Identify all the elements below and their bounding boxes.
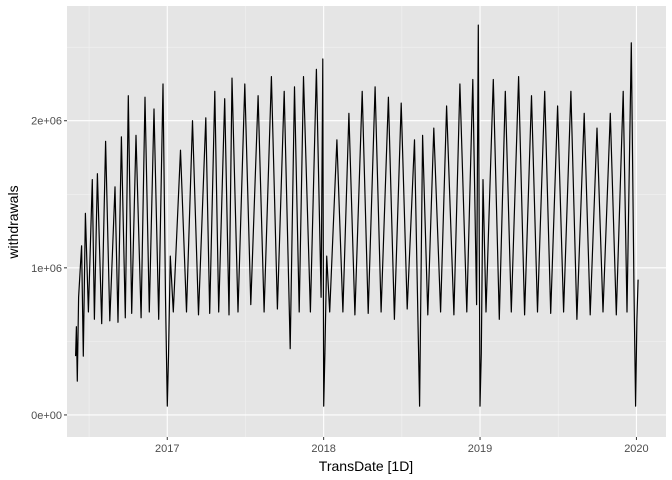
y-tick-label: 0e+00 xyxy=(31,410,62,422)
x-tick-label: 2020 xyxy=(624,443,648,455)
x-tick-label: 2019 xyxy=(468,443,492,455)
y-axis-title: withdrawals xyxy=(5,185,21,259)
x-axis: 2017 2018 2019 2020 xyxy=(155,437,649,455)
series-line xyxy=(75,24,639,407)
x-axis-title: TransDate [1D] xyxy=(319,458,413,474)
y-axis: 0e+00 1e+06 2e+06 xyxy=(31,116,67,422)
x-tick-label: 2018 xyxy=(311,443,335,455)
y-tick-label: 2e+06 xyxy=(31,116,62,128)
y-tick-label: 1e+06 xyxy=(31,263,62,275)
series-layer xyxy=(75,24,639,407)
x-tick-label: 2017 xyxy=(155,443,179,455)
